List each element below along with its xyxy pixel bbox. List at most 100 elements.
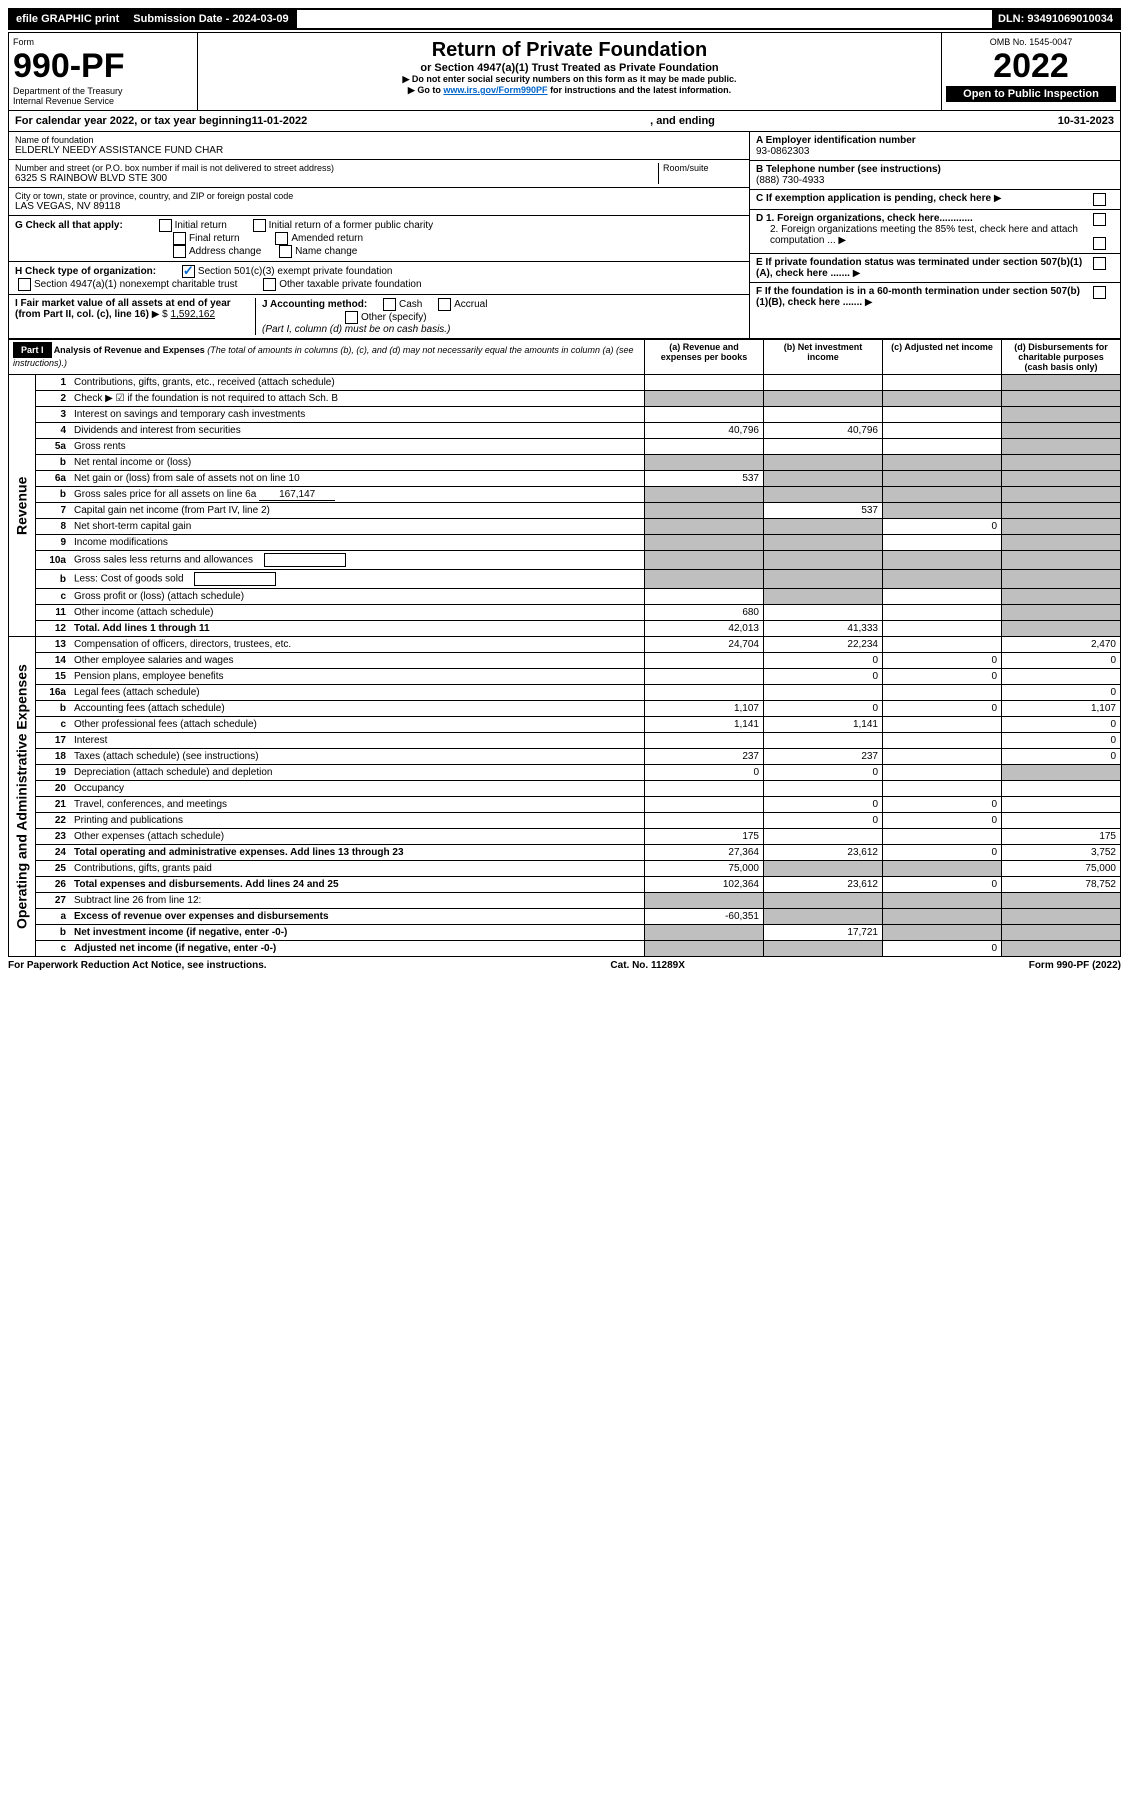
table-row: 6aNet gain or (loss) from sale of assets… [9,471,1121,487]
table-row: 12Total. Add lines 1 through 1142,01341,… [9,621,1121,637]
cell-c [883,455,1002,471]
g-label: G Check all that apply: [15,220,123,231]
cell-b [764,535,883,551]
phone-label: B Telephone number (see instructions) [756,164,1114,175]
cell-b [764,455,883,471]
d2-checkbox[interactable] [1093,237,1106,250]
initial-former-checkbox[interactable] [253,219,266,232]
cell-c [883,423,1002,439]
cell-b: 237 [764,749,883,765]
row-desc: 14Other employee salaries and wages [36,653,645,669]
cell-c [883,765,1002,781]
cell-d [1002,375,1121,391]
cell-c: 0 [883,797,1002,813]
row-desc: 12Total. Add lines 1 through 11 [36,621,645,637]
note2-post: for instructions and the latest informat… [550,85,731,95]
cal-end: 10-31-2023 [1058,115,1114,127]
initial-return-checkbox[interactable] [159,219,172,232]
row-desc: 5aGross rents [36,439,645,455]
cash-checkbox[interactable] [383,298,396,311]
phone-value: (888) 730-4933 [756,175,1114,186]
part1-table: Part I Analysis of Revenue and Expenses … [8,339,1121,957]
cell-a [645,551,764,570]
cell-d [1002,439,1121,455]
cell-b [764,941,883,957]
cell-b: 0 [764,813,883,829]
j-label: J Accounting method: [262,299,367,310]
dept-label: Department of the Treasury [13,86,193,96]
foundation-address: 6325 S RAINBOW BLVD STE 300 [15,173,658,184]
cell-a [645,535,764,551]
f-checkbox[interactable] [1093,286,1106,299]
address-change-checkbox[interactable] [173,245,186,258]
cell-d [1002,605,1121,621]
cell-d [1002,487,1121,503]
h-501c3: Section 501(c)(3) exempt private foundat… [198,266,393,277]
cell-c [883,781,1002,797]
cell-c [883,909,1002,925]
cell-c [883,551,1002,570]
table-row: 7Capital gain net income (from Part IV, … [9,503,1121,519]
cell-a [645,733,764,749]
cell-d [1002,893,1121,909]
row-desc: 20Occupancy [36,781,645,797]
form-number: 990-PF [13,47,193,86]
table-row: 11Other income (attach schedule)680 [9,605,1121,621]
cell-a [645,797,764,813]
col-a-header: (a) Revenue and expenses per books [645,340,764,375]
cell-d [1002,570,1121,589]
cell-b [764,570,883,589]
cell-b [764,487,883,503]
4947-checkbox[interactable] [18,278,31,291]
other-method-checkbox[interactable] [345,311,358,324]
cell-a [645,941,764,957]
final-return-checkbox[interactable] [173,232,186,245]
cell-c: 0 [883,813,1002,829]
cell-c [883,685,1002,701]
row-desc: bAccounting fees (attach schedule) [36,701,645,717]
cell-b [764,829,883,845]
row-desc: 24Total operating and administrative exp… [36,845,645,861]
other-taxable-checkbox[interactable] [263,278,276,291]
open-public-label: Open to Public Inspection [946,86,1116,102]
cell-d: 1,107 [1002,701,1121,717]
revenue-section-label: Revenue [9,375,36,637]
form-header: Form 990-PF Department of the Treasury I… [8,32,1121,111]
form-label: Form [13,37,193,47]
form-note-1: ▶ Do not enter social security numbers o… [204,74,935,85]
cell-b: 537 [764,503,883,519]
cell-a: 40,796 [645,423,764,439]
table-row: 17Interest0 [9,733,1121,749]
row-desc: 19Depreciation (attach schedule) and dep… [36,765,645,781]
city-label: City or town, state or province, country… [15,191,743,201]
501c3-checkbox[interactable] [182,265,195,278]
table-row: Revenue1Contributions, gifts, grants, et… [9,375,1121,391]
cell-b [764,551,883,570]
j-cash: Cash [399,299,422,310]
cell-d [1002,765,1121,781]
table-row: 2Check ▶ ☑ if the foundation is not requ… [9,391,1121,407]
name-change-checkbox[interactable] [279,245,292,258]
col-c-header: (c) Adjusted net income [883,340,1002,375]
c-checkbox[interactable] [1093,193,1106,206]
cell-c [883,925,1002,941]
cell-d [1002,519,1121,535]
d1-checkbox[interactable] [1093,213,1106,226]
cell-b [764,909,883,925]
cell-d: 75,000 [1002,861,1121,877]
row-desc: 7Capital gain net income (from Part IV, … [36,503,645,519]
cell-b: 22,234 [764,637,883,653]
irs-link[interactable]: www.irs.gov/Form990PF [443,85,547,95]
name-label: Name of foundation [15,135,743,145]
d1-label: D 1. Foreign organizations, check here..… [756,213,973,224]
foundation-name: ELDERLY NEEDY ASSISTANCE FUND CHAR [15,145,743,156]
cell-b: 0 [764,765,883,781]
accrual-checkbox[interactable] [438,298,451,311]
table-row: 16aLegal fees (attach schedule)0 [9,685,1121,701]
amended-return-checkbox[interactable] [275,232,288,245]
table-row: 5aGross rents [9,439,1121,455]
part1-title: Analysis of Revenue and Expenses [54,345,205,355]
e-checkbox[interactable] [1093,257,1106,270]
cell-a: 680 [645,605,764,621]
calendar-year-row: For calendar year 2022, or tax year begi… [8,111,1121,132]
